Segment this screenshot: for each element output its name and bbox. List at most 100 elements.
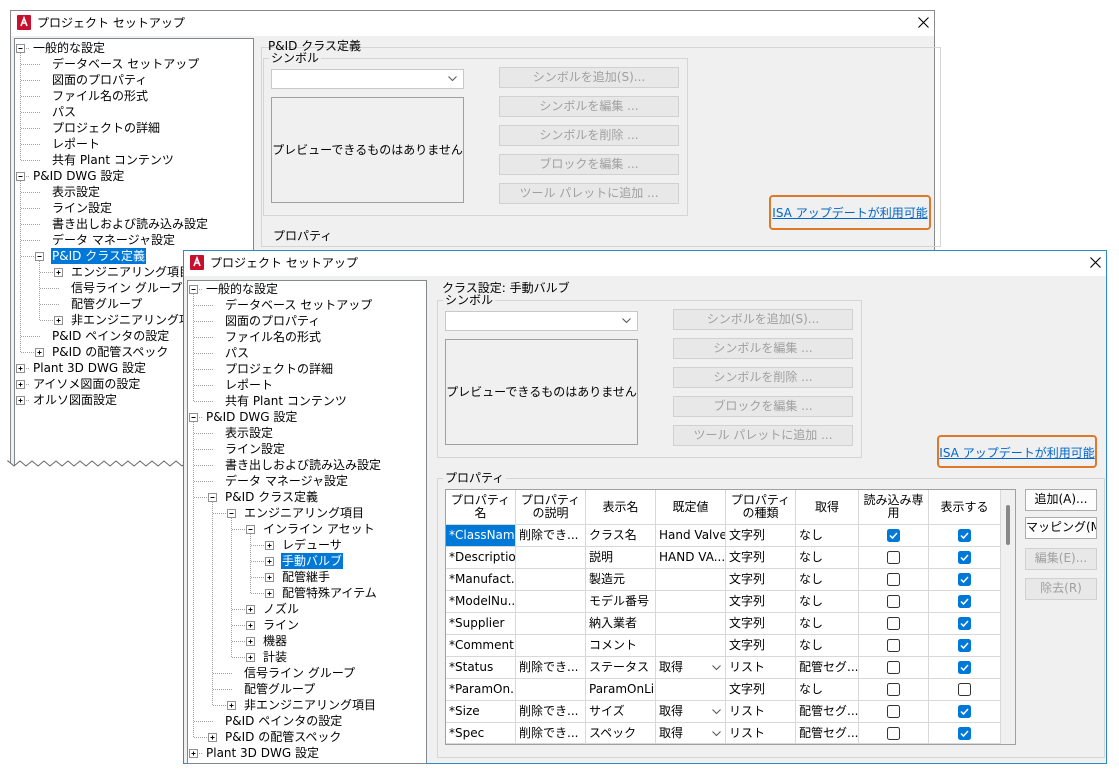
table-cell[interactable]: なし bbox=[796, 525, 859, 547]
tree-item[interactable]: データベース セットアップ bbox=[52, 57, 200, 71]
table-cell[interactable]: クラス名 bbox=[586, 525, 656, 547]
table-cell[interactable]: リスト bbox=[726, 701, 796, 723]
tree-item[interactable]: パス bbox=[225, 346, 250, 360]
tree-expander[interactable] bbox=[227, 509, 236, 518]
table-cell[interactable]: *Comment bbox=[446, 635, 516, 657]
column-header[interactable]: 取得 bbox=[796, 490, 859, 525]
tree-expander[interactable] bbox=[189, 749, 198, 758]
table-cell[interactable]: 文字列 bbox=[726, 569, 796, 591]
table-cell[interactable]: 削除でき... bbox=[516, 525, 586, 547]
tree-expander[interactable] bbox=[16, 172, 25, 181]
tree-expander[interactable] bbox=[208, 733, 217, 742]
tree-item[interactable]: P&ID ペインタの設定 bbox=[225, 714, 343, 728]
symbol-button[interactable]: シンボルを追加(S)... bbox=[499, 67, 679, 88]
checkbox[interactable] bbox=[958, 529, 971, 542]
table-cell[interactable]: *Description bbox=[446, 547, 516, 569]
column-header[interactable]: プロパティの種類 bbox=[726, 490, 796, 525]
tree-item[interactable]: 非エンジニアリング項目 bbox=[71, 313, 204, 327]
table-cell[interactable]: 削除でき... bbox=[516, 701, 586, 723]
table-cell[interactable]: サイズ bbox=[586, 701, 656, 723]
tree-item[interactable]: 書き出しおよび読み込み設定 bbox=[225, 458, 382, 472]
checkbox[interactable] bbox=[887, 573, 900, 586]
column-header[interactable]: プロパティ名 bbox=[446, 490, 516, 525]
tree-item[interactable]: データベース セットアップ bbox=[225, 298, 373, 312]
tree-item[interactable]: ライン設定 bbox=[52, 201, 113, 215]
tree-expander[interactable] bbox=[246, 637, 255, 646]
checkbox[interactable] bbox=[958, 727, 971, 740]
table-cell[interactable]: *ModelNu... bbox=[446, 591, 516, 613]
checkbox[interactable] bbox=[958, 683, 971, 696]
tree-item[interactable]: アイソメ図面の設定 bbox=[33, 377, 141, 391]
table-cell[interactable]: Hand Valves bbox=[656, 525, 726, 547]
table-cell[interactable]: 文字列 bbox=[726, 613, 796, 635]
tree-item[interactable]: 機器 bbox=[263, 634, 288, 648]
column-header[interactable]: 既定値 bbox=[656, 490, 726, 525]
table-cell[interactable]: HAND VA... bbox=[656, 547, 726, 569]
symbol-button[interactable]: シンボルを編集 ... bbox=[673, 338, 853, 359]
tree-item[interactable]: インライン アセット bbox=[263, 522, 375, 536]
table-cell[interactable]: *Supplier bbox=[446, 613, 516, 635]
tree-item[interactable]: 信号ライン グループ bbox=[244, 666, 356, 680]
checkbox[interactable] bbox=[887, 727, 900, 740]
tree-item[interactable]: エンジニアリング項目 bbox=[71, 265, 192, 279]
tree-item[interactable]: 一般的な設定 bbox=[206, 282, 279, 296]
tree-expander[interactable] bbox=[265, 557, 274, 566]
table-cell[interactable] bbox=[656, 591, 726, 613]
symbol-button[interactable]: シンボルを削除 ... bbox=[499, 125, 679, 146]
table-cell[interactable]: なし bbox=[796, 613, 859, 635]
tree-item[interactable]: 配管グループ bbox=[244, 682, 316, 696]
table-cell[interactable]: なし bbox=[796, 679, 859, 701]
table-cell[interactable]: なし bbox=[796, 635, 859, 657]
table-cell[interactable]: 製造元 bbox=[586, 569, 656, 591]
table-cell[interactable] bbox=[656, 635, 726, 657]
table-cell[interactable]: リスト bbox=[726, 723, 796, 744]
tree-item[interactable]: P&ID の配管スペック bbox=[225, 730, 342, 744]
table-cell[interactable]: なし bbox=[796, 547, 859, 569]
checkbox[interactable] bbox=[958, 551, 971, 564]
symbol-button[interactable]: ブロックを編集 ... bbox=[499, 154, 679, 175]
table-cell[interactable]: 文字列 bbox=[726, 679, 796, 701]
tree-item[interactable]: 配管継手 bbox=[282, 570, 331, 584]
column-header[interactable]: プロパティの説明 bbox=[516, 490, 586, 525]
table-cell[interactable]: *Spec bbox=[446, 723, 516, 744]
tree-expander[interactable] bbox=[35, 348, 44, 357]
table-cell[interactable] bbox=[516, 591, 586, 613]
close-button[interactable] bbox=[1090, 257, 1101, 268]
tree-expander[interactable] bbox=[189, 413, 198, 422]
tree-expander[interactable] bbox=[16, 44, 25, 53]
table-cell[interactable]: 削除でき... bbox=[516, 657, 586, 679]
tree-item[interactable]: P&ID クラス定義 bbox=[225, 490, 318, 504]
column-header[interactable]: 表示する bbox=[929, 490, 1001, 525]
table-cell[interactable] bbox=[516, 635, 586, 657]
table-cell[interactable]: *ParamOn... bbox=[446, 679, 516, 701]
tree-expander[interactable] bbox=[16, 380, 25, 389]
side-button[interactable]: 追加(A)... bbox=[1025, 489, 1097, 511]
symbol-dropdown[interactable] bbox=[445, 311, 638, 331]
tree-item[interactable]: 書き出しおよび読み込み設定 bbox=[52, 217, 209, 231]
table-cell[interactable]: 文字列 bbox=[726, 635, 796, 657]
table-cell[interactable]: スペック bbox=[586, 723, 656, 744]
side-button[interactable]: 編集(E)... bbox=[1025, 548, 1097, 570]
tree-item[interactable]: 図面のプロパティ bbox=[225, 314, 321, 328]
tree-item[interactable]: 非エンジニアリング項目 bbox=[244, 698, 377, 712]
checkbox[interactable] bbox=[958, 661, 971, 674]
table-cell[interactable]: コメント bbox=[586, 635, 656, 657]
tree-item[interactable]: Plant 3D DWG 設定 bbox=[206, 746, 319, 760]
table-cell[interactable]: ParamOnLi... bbox=[586, 679, 656, 701]
table-cell[interactable]: 文字列 bbox=[726, 547, 796, 569]
table-cell[interactable]: 文字列 bbox=[726, 525, 796, 547]
checkbox[interactable] bbox=[887, 683, 900, 696]
tree-expander[interactable] bbox=[265, 573, 274, 582]
tree-item[interactable]: ノズル bbox=[263, 602, 300, 616]
table-cell[interactable]: 削除でき... bbox=[516, 723, 586, 744]
symbol-button[interactable]: シンボルを追加(S)... bbox=[673, 309, 853, 330]
table-cell[interactable]: なし bbox=[796, 569, 859, 591]
table-cell[interactable] bbox=[516, 613, 586, 635]
table-cell[interactable] bbox=[516, 547, 586, 569]
tree-item[interactable]: 表示設定 bbox=[52, 185, 101, 199]
tree-item[interactable]: ファイル名の形式 bbox=[225, 330, 322, 344]
table-cell[interactable]: 文字列 bbox=[726, 591, 796, 613]
tree-item[interactable]: データ マネージャ設定 bbox=[52, 233, 175, 247]
checkbox[interactable] bbox=[958, 617, 971, 630]
table-cell[interactable]: リスト bbox=[726, 657, 796, 679]
